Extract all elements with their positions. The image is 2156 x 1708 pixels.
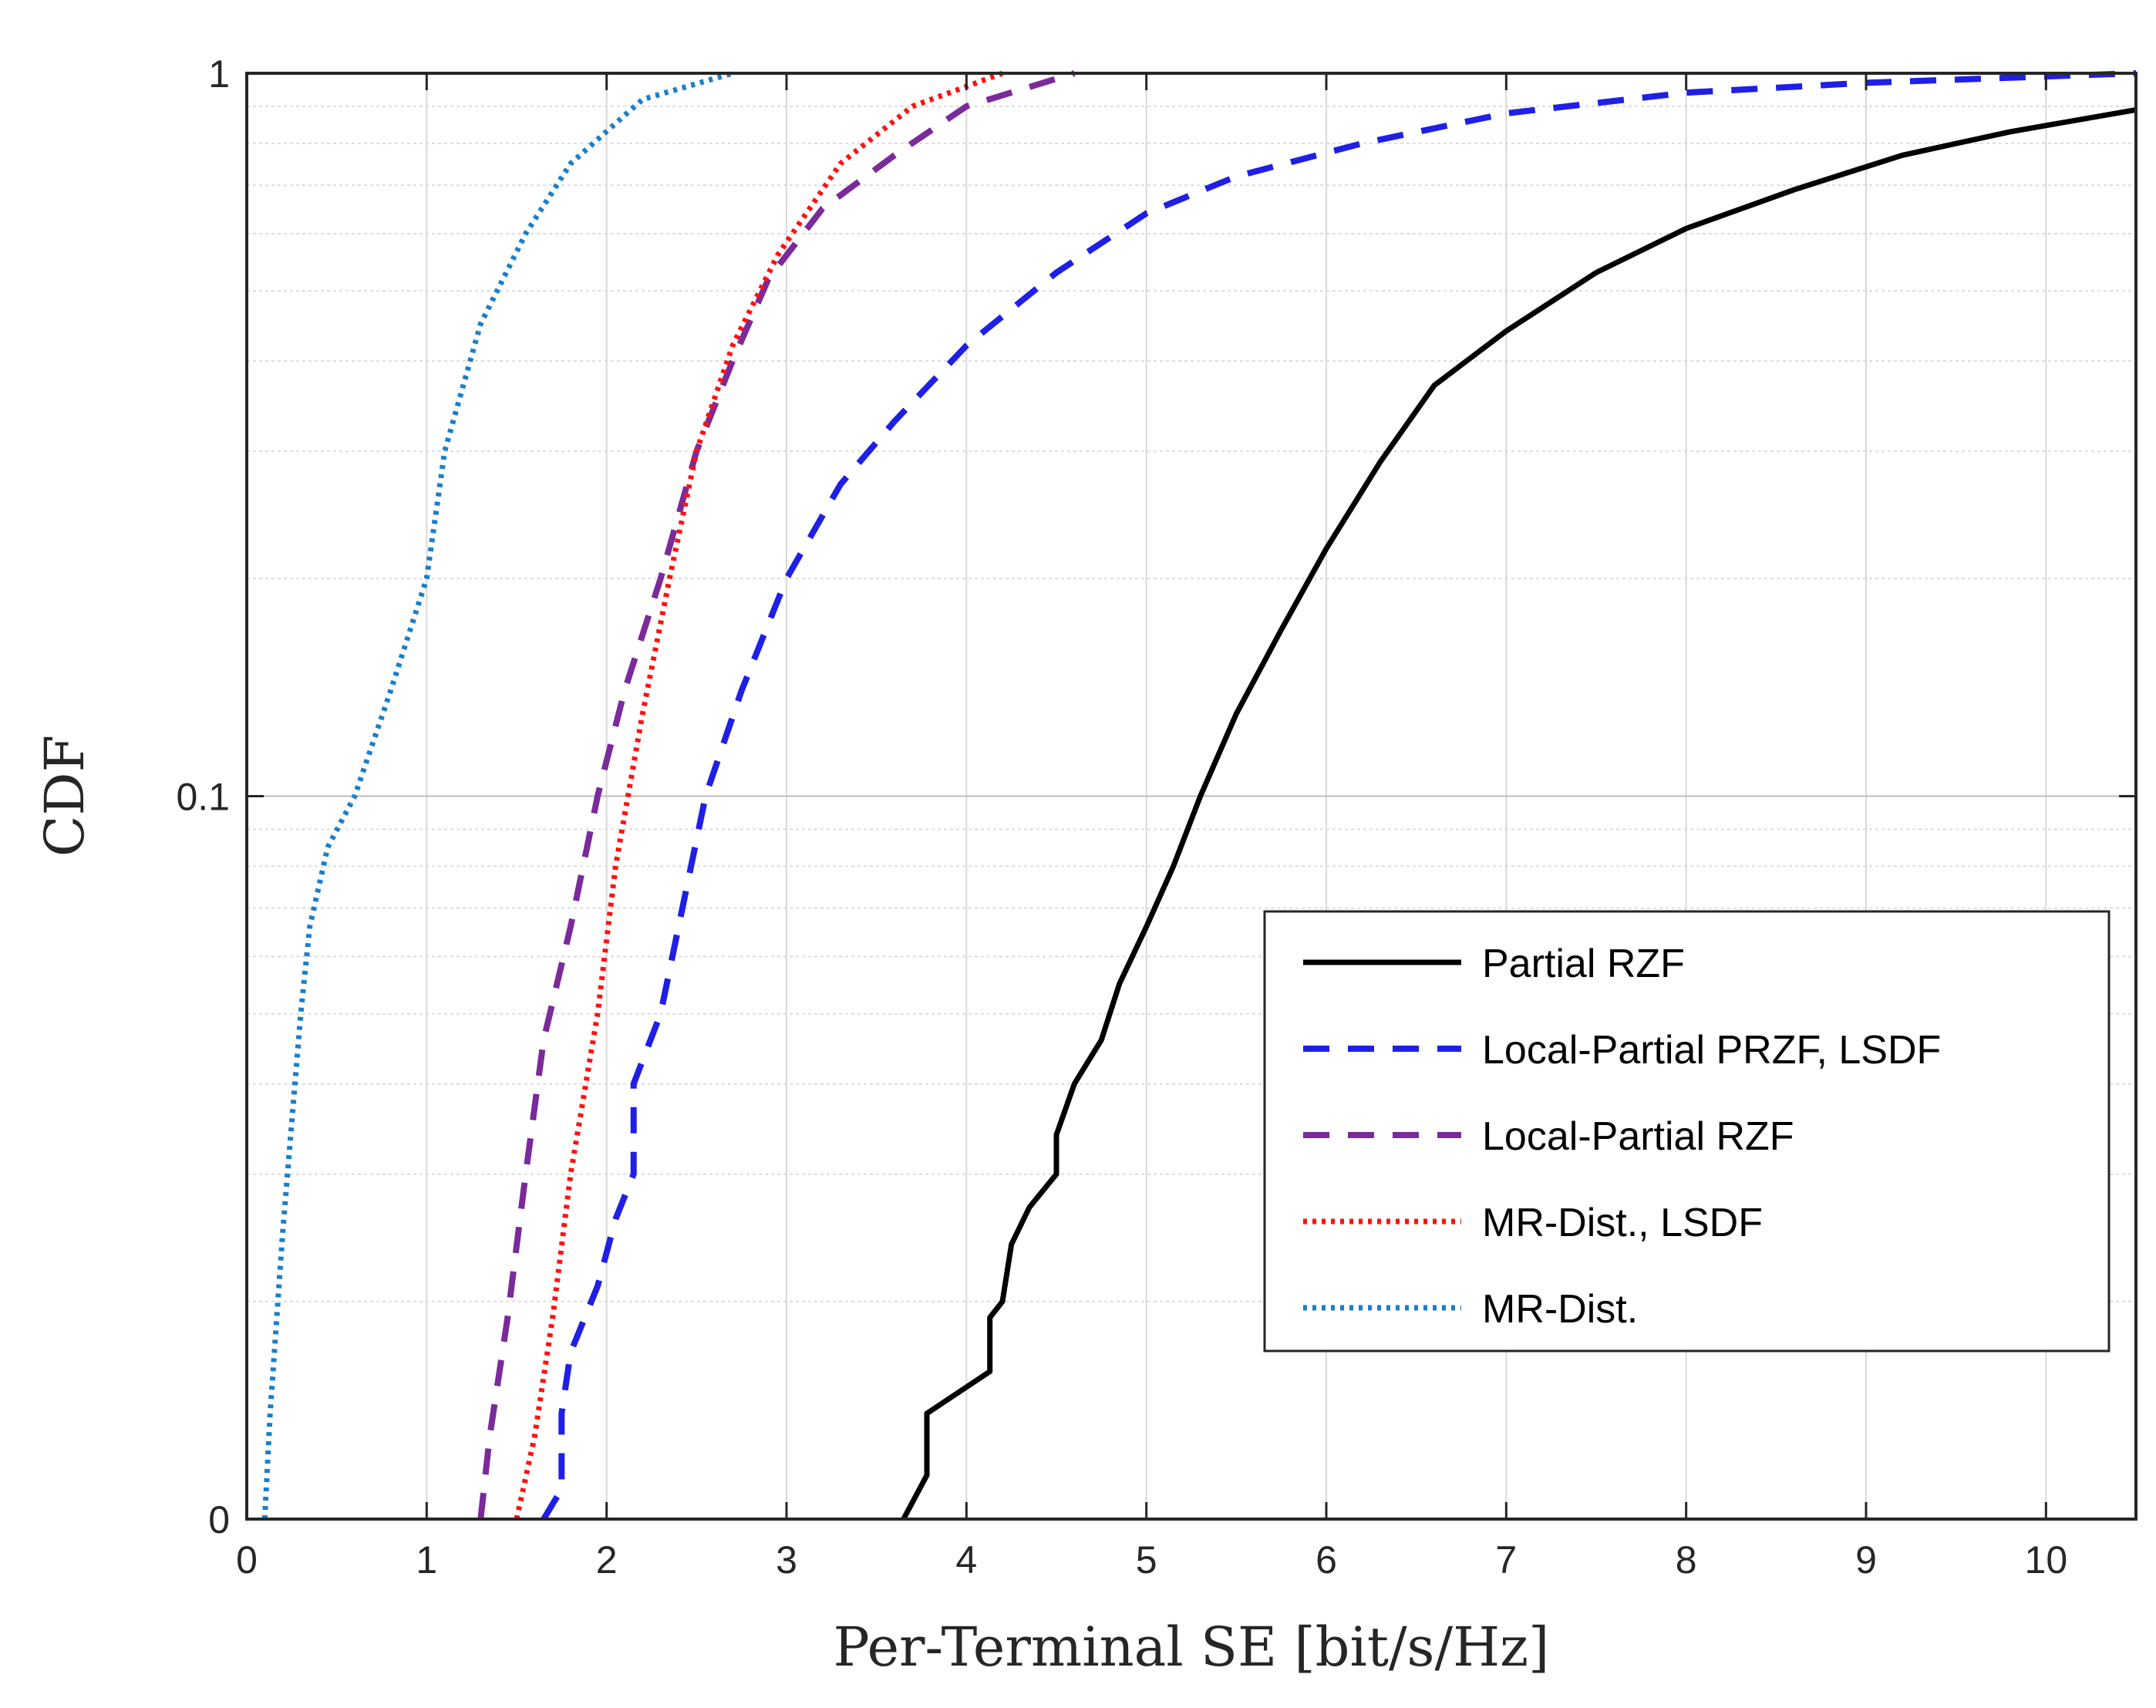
legend-label-1: Partial RZF (1482, 942, 1685, 986)
y-tick-label: 0 (208, 1498, 230, 1541)
x-axis-title: Per-Terminal SE [bit/s/Hz] (834, 1615, 1550, 1679)
legend: Partial RZF Local-Partial PRZF, LSDF Local… (1263, 910, 2111, 1353)
minor-grid (247, 105, 2136, 1302)
y-tick-label: 1 (208, 52, 230, 96)
x-tick-label: 3 (776, 1538, 797, 1582)
legend-label-2: Local-Partial PRZF, LSDF (1482, 1028, 1941, 1073)
x-tick-label: 1 (416, 1538, 437, 1582)
x-tick-label: 4 (955, 1538, 977, 1582)
legend-label-3: Local-Partial RZF (1482, 1114, 1794, 1159)
legend-label-5: MR-Dist. (1482, 1287, 1638, 1332)
x-tick-label: 8 (1676, 1538, 1697, 1582)
series-line-5 (261, 70, 733, 1520)
axis-ticks: 0 1 2 3 4 5 6 7 8 9 10 0 0.1 1 (176, 52, 2136, 1582)
series-line-1 (901, 106, 2137, 1521)
legend-box (1263, 910, 2111, 1353)
legend-label-4: MR-Dist., LSDF (1482, 1201, 1763, 1245)
series-lines (261, 70, 2137, 1521)
y-tick-label: 0.1 (176, 776, 230, 819)
series-line-4 (514, 70, 1004, 1520)
y-axis-title: CDF (33, 735, 96, 857)
series-line-2 (541, 70, 2137, 1521)
x-tick-label: 9 (1855, 1538, 1877, 1582)
x-tick-label: 7 (1495, 1538, 1517, 1582)
x-tick-label: 6 (1315, 1538, 1337, 1582)
x-tick-label: 10 (2025, 1538, 2068, 1582)
x-tick-label: 5 (1136, 1538, 1157, 1582)
series-line-3 (477, 70, 1076, 1520)
x-tick-label: 2 (596, 1538, 618, 1582)
x-tick-label: 0 (236, 1538, 258, 1582)
